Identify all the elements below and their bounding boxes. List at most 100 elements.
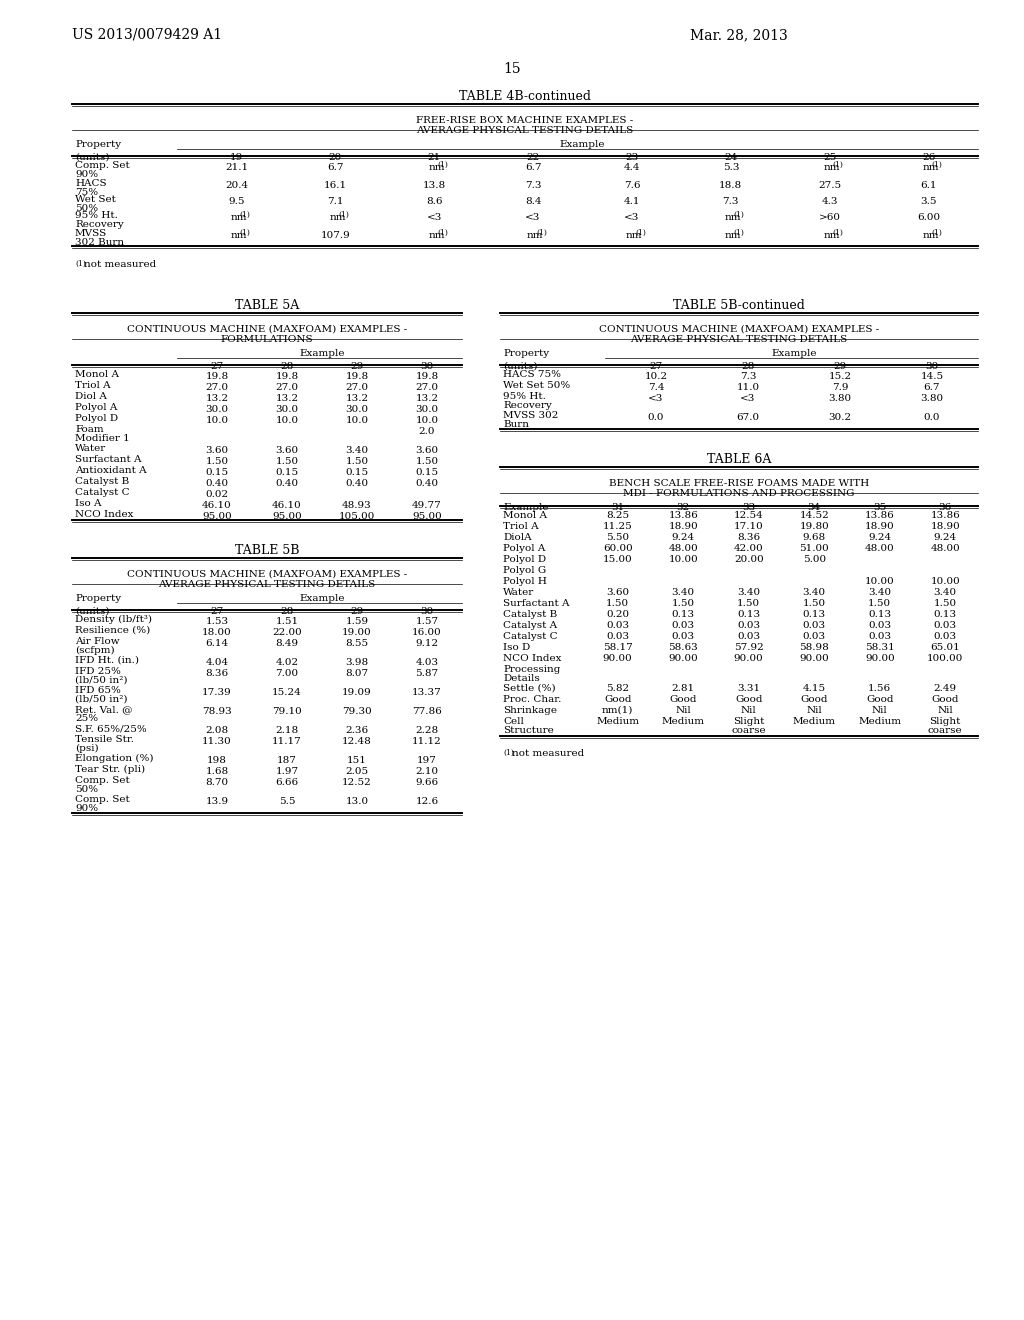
Text: 3.40: 3.40: [934, 587, 956, 597]
Text: Triol A: Triol A: [75, 381, 111, 389]
Text: 1.50: 1.50: [206, 457, 228, 466]
Text: <3: <3: [427, 213, 442, 222]
Text: 3.40: 3.40: [737, 587, 760, 597]
Text: Proc. Char.: Proc. Char.: [503, 696, 561, 704]
Text: CONTINUOUS MACHINE (MAXFOAM) EXAMPLES -: CONTINUOUS MACHINE (MAXFOAM) EXAMPLES -: [127, 570, 408, 579]
Text: 0.13: 0.13: [803, 610, 825, 619]
Text: 32: 32: [677, 503, 690, 512]
Text: Settle (%): Settle (%): [503, 684, 556, 693]
Text: 105.00: 105.00: [339, 512, 375, 521]
Text: CONTINUOUS MACHINE (MAXFOAM) EXAMPLES -: CONTINUOUS MACHINE (MAXFOAM) EXAMPLES -: [127, 325, 408, 334]
Text: <3: <3: [625, 213, 640, 222]
Text: 4.4: 4.4: [624, 162, 640, 172]
Text: US 2013/0079429 A1: US 2013/0079429 A1: [72, 28, 222, 42]
Text: nm: nm: [823, 162, 840, 172]
Text: >60: >60: [818, 213, 841, 222]
Text: Monol A: Monol A: [75, 370, 119, 379]
Text: 13.2: 13.2: [416, 393, 438, 403]
Text: 2.08: 2.08: [206, 726, 228, 735]
Text: 1.50: 1.50: [803, 599, 825, 609]
Text: 0.03: 0.03: [803, 620, 825, 630]
Text: 95.00: 95.00: [202, 512, 231, 521]
Text: 30.0: 30.0: [416, 405, 438, 414]
Text: Slight: Slight: [930, 717, 961, 726]
Text: nm: nm: [823, 231, 840, 240]
Text: 0.40: 0.40: [206, 479, 228, 488]
Text: (units): (units): [75, 607, 110, 616]
Text: 3.40: 3.40: [803, 587, 825, 597]
Text: 4.03: 4.03: [416, 657, 438, 667]
Text: (1): (1): [437, 228, 449, 238]
Text: 2.49: 2.49: [934, 684, 956, 693]
Text: Good: Good: [932, 696, 959, 704]
Text: 58.17: 58.17: [603, 643, 633, 652]
Text: 1.97: 1.97: [275, 767, 299, 776]
Text: 57.92: 57.92: [734, 643, 764, 652]
Text: 0.03: 0.03: [606, 632, 630, 642]
Text: 107.9: 107.9: [321, 231, 350, 240]
Text: FORMULATIONS: FORMULATIONS: [221, 335, 313, 345]
Text: 29: 29: [834, 362, 847, 371]
Text: Polyol G: Polyol G: [503, 566, 546, 576]
Text: 21: 21: [428, 153, 440, 162]
Text: 0.03: 0.03: [868, 620, 891, 630]
Text: 18.8: 18.8: [719, 181, 742, 190]
Text: 33: 33: [742, 503, 756, 512]
Text: 28: 28: [281, 607, 294, 616]
Text: Nil: Nil: [741, 706, 757, 715]
Text: Polyol D: Polyol D: [503, 554, 546, 564]
Text: 7.9: 7.9: [831, 383, 848, 392]
Text: 27: 27: [649, 362, 663, 371]
Text: Nil: Nil: [676, 706, 691, 715]
Text: 1.50: 1.50: [868, 599, 891, 609]
Text: Iso D: Iso D: [503, 643, 530, 652]
Text: 1.50: 1.50: [934, 599, 956, 609]
Text: Cell: Cell: [503, 717, 524, 726]
Text: (1): (1): [503, 748, 514, 756]
Text: 46.10: 46.10: [272, 502, 302, 510]
Text: 16.1: 16.1: [324, 181, 347, 190]
Text: 1.51: 1.51: [275, 616, 299, 626]
Text: 27.5: 27.5: [818, 181, 842, 190]
Text: 4.02: 4.02: [275, 657, 299, 667]
Text: 0.40: 0.40: [275, 479, 299, 488]
Text: 27.0: 27.0: [206, 383, 228, 392]
Text: 8.49: 8.49: [275, 639, 299, 648]
Text: Modifier 1: Modifier 1: [75, 434, 130, 444]
Text: 14.5: 14.5: [921, 372, 943, 381]
Text: 11.30: 11.30: [202, 737, 231, 746]
Text: 36: 36: [939, 503, 952, 512]
Text: Example: Example: [771, 348, 817, 358]
Text: 5.5: 5.5: [279, 797, 295, 807]
Text: not measured: not measured: [84, 260, 157, 269]
Text: 17.39: 17.39: [202, 688, 231, 697]
Text: 0.03: 0.03: [737, 620, 760, 630]
Text: Property: Property: [75, 594, 121, 603]
Text: 4.04: 4.04: [206, 657, 228, 667]
Text: 21.1: 21.1: [225, 162, 248, 172]
Text: 15.00: 15.00: [603, 554, 633, 564]
Text: 95.00: 95.00: [272, 512, 302, 521]
Text: 4.3: 4.3: [821, 197, 838, 206]
Text: 0.03: 0.03: [672, 632, 695, 642]
Text: (1): (1): [536, 228, 547, 238]
Text: 13.37: 13.37: [412, 688, 442, 697]
Text: 0.03: 0.03: [934, 620, 956, 630]
Text: 3.40: 3.40: [868, 587, 891, 597]
Text: 8.4: 8.4: [525, 197, 542, 206]
Text: 3.40: 3.40: [345, 446, 369, 455]
Text: 7.00: 7.00: [275, 669, 299, 678]
Text: 13.86: 13.86: [669, 511, 698, 520]
Text: 6.7: 6.7: [525, 162, 542, 172]
Text: 1.57: 1.57: [416, 616, 438, 626]
Text: (1): (1): [734, 211, 744, 219]
Text: TABLE 6A: TABLE 6A: [707, 453, 771, 466]
Text: 46.10: 46.10: [202, 502, 231, 510]
Text: 5.82: 5.82: [606, 684, 630, 693]
Text: 0.03: 0.03: [606, 620, 630, 630]
Text: 50%: 50%: [75, 205, 98, 213]
Text: Nil: Nil: [806, 706, 822, 715]
Text: nm: nm: [626, 231, 642, 240]
Text: Air Flow: Air Flow: [75, 638, 120, 645]
Text: 3.98: 3.98: [345, 657, 369, 667]
